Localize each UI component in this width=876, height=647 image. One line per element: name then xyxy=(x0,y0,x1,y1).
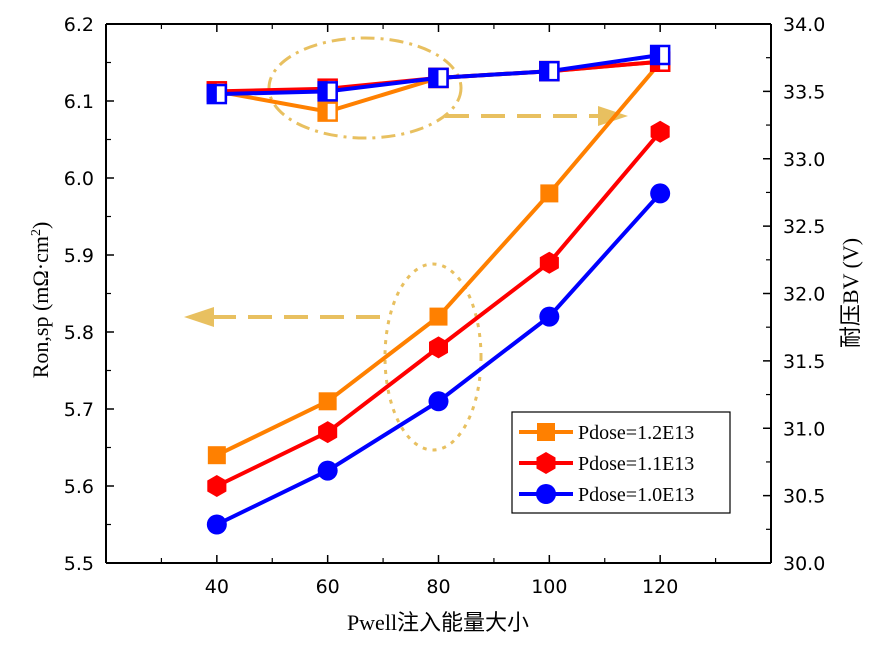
annotations xyxy=(184,36,628,452)
y-left-axis-title: Ron,sp (mΩ·cm2) xyxy=(28,222,53,379)
half-marker-fill xyxy=(429,68,439,87)
y-right-tick-label: 31.5 xyxy=(783,351,825,373)
y-right-axis-title: 耐压BV (V) xyxy=(838,238,863,348)
ron-point xyxy=(206,514,227,535)
legend-label: Pdose=1.1E13 xyxy=(578,453,694,475)
series-3 xyxy=(206,44,671,535)
ron-point xyxy=(539,306,560,327)
legend-marker xyxy=(536,484,556,504)
y-right-tick-label: 30.0 xyxy=(783,553,825,575)
ron-point xyxy=(207,475,227,497)
legend: Pdose=1.2E13 Pdose=1.1E13 Pdose=1.0E13 xyxy=(511,411,731,514)
x-tick-label: 120 xyxy=(642,576,678,598)
ron-highlight-ellipse xyxy=(383,262,483,452)
ron-point xyxy=(429,336,448,359)
y-left-tick-label: 5.9 xyxy=(64,245,94,267)
y-right-tick-label: 33.0 xyxy=(783,149,825,171)
ron-point xyxy=(428,391,449,412)
y-left-tick-label: 5.6 xyxy=(64,476,94,498)
y-right-tick-label: 31.0 xyxy=(783,418,825,440)
y-right-tick-label: 34.0 xyxy=(783,14,825,36)
bv-highlight-ellipse xyxy=(267,36,463,140)
bv-point xyxy=(428,67,449,89)
half-marker-fill xyxy=(318,82,328,101)
ron-point xyxy=(429,307,448,326)
y-left-tick-label: 6.1 xyxy=(64,91,94,113)
legend-marker xyxy=(537,423,555,441)
y-left-tick-label: 5.8 xyxy=(64,322,94,344)
half-marker-fill xyxy=(651,45,661,64)
x-tick-label: 60 xyxy=(316,576,340,598)
legend-label: Pdose=1.2E13 xyxy=(578,422,694,444)
legend-item-2: Pdose=1.1E13 xyxy=(519,452,694,475)
y-left-tick-label: 5.7 xyxy=(64,399,94,421)
y-left-axis-title-sup: 2 xyxy=(29,229,44,236)
ron-point xyxy=(650,183,671,204)
ron-point xyxy=(317,460,338,481)
series-layer xyxy=(206,44,671,535)
ron-point xyxy=(207,446,226,465)
bv-point xyxy=(206,83,228,105)
legend-item-1: Pdose=1.2E13 xyxy=(519,422,694,444)
ron-arrow-head xyxy=(184,307,214,327)
ron-point xyxy=(318,421,338,444)
bv-point xyxy=(539,60,560,82)
ron-point xyxy=(650,120,670,143)
legend-marker xyxy=(536,452,556,474)
y-right-tick-label: 33.5 xyxy=(783,81,825,103)
x-tick-label: 100 xyxy=(531,576,567,598)
y-left-tick-label: 6.2 xyxy=(64,14,94,36)
bv-point xyxy=(317,101,338,122)
legend-item-3: Pdose=1.0E13 xyxy=(519,484,694,506)
x-tick-label: 40 xyxy=(205,576,229,598)
half-marker-fill xyxy=(540,62,550,81)
ron-point xyxy=(318,392,337,411)
y-left-tick-label: 6.0 xyxy=(64,168,94,190)
y-right-tick-label: 32.0 xyxy=(783,284,825,306)
y-left-tick-label: 5.5 xyxy=(64,553,94,575)
y-right-tick-label: 32.5 xyxy=(783,216,825,238)
y-left-axis-title-end: ) xyxy=(28,222,53,229)
ron-point xyxy=(539,251,559,274)
ticks: 40 60 80 100 120 5.5 5.6 5.7 5.8 5.9 6.0 6.1 6.2 30.0… xyxy=(64,14,826,598)
x-axis-title: Pwell注入能量大小 xyxy=(347,610,529,635)
half-marker-fill xyxy=(318,102,328,121)
half-marker-fill xyxy=(207,85,217,104)
legend-label: Pdose=1.0E13 xyxy=(578,484,694,506)
bv-point xyxy=(317,81,338,102)
bv-point xyxy=(649,44,671,66)
ron-point xyxy=(540,184,559,203)
x-tick-label: 80 xyxy=(426,576,450,598)
y-left-axis-title-main: Ron,sp (mΩ·cm xyxy=(28,236,53,378)
y-right-tick-label: 30.5 xyxy=(783,486,825,508)
